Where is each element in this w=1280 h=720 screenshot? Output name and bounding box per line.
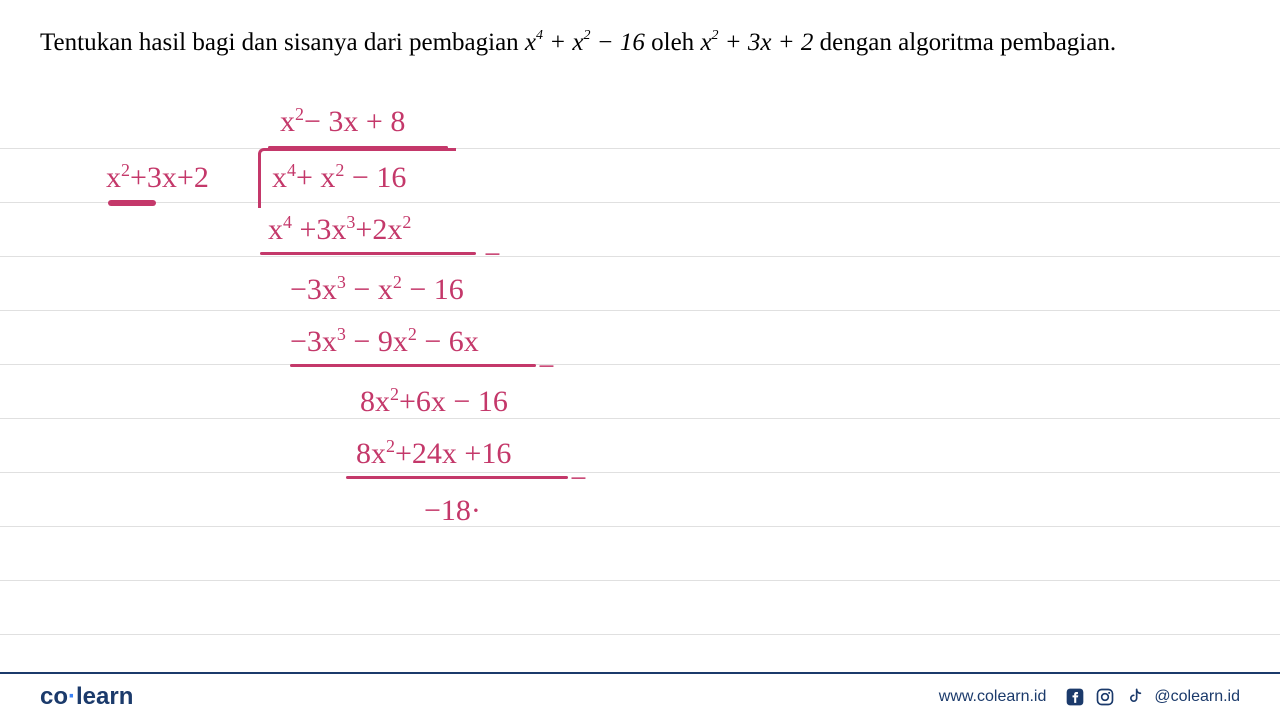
problem-p1: Tentukan hasil bagi dan sisanya dari pem… — [40, 29, 525, 56]
rule-line — [0, 364, 1280, 365]
rule-line — [0, 310, 1280, 311]
social-icons: @colearn.id — [1064, 686, 1240, 708]
handwriting-line4: −3x3 − 9x2 − 6x — [290, 324, 479, 359]
handwriting-quotient: x2− 3x + 8 — [280, 104, 405, 139]
handwriting-minus3: − — [570, 462, 587, 496]
problem-p2: oleh — [651, 29, 700, 56]
footer-right: www.colearn.id @colearn.id — [939, 686, 1240, 708]
logo-co: co — [40, 683, 68, 710]
facebook-icon — [1064, 686, 1086, 708]
rule-line — [0, 472, 1280, 473]
ruled-paper — [0, 130, 1280, 670]
underline-u_step2 — [290, 364, 536, 367]
instagram-icon — [1094, 686, 1116, 708]
handwriting-minus2: − — [538, 350, 555, 384]
logo: co·learn — [40, 683, 133, 711]
rule-line — [0, 418, 1280, 419]
problem-p3: dengan algoritma pembagian. — [820, 29, 1116, 56]
social-handle: @colearn.id — [1154, 688, 1240, 706]
underline-u_step1 — [260, 252, 476, 255]
rule-line — [0, 634, 1280, 635]
handwriting-remainder: −18· — [424, 494, 481, 528]
problem-text: Tentukan hasil bagi dan sisanya dari pem… — [40, 24, 1240, 63]
problem-divisor: x2 + 3x + 2 — [700, 29, 813, 56]
rule-line — [0, 526, 1280, 527]
rule-line — [0, 202, 1280, 203]
underline-u_quotient — [268, 146, 448, 149]
tiktok-icon — [1124, 686, 1146, 708]
rule-line — [0, 148, 1280, 149]
handwriting-dividend_hw: x4+ x2 − 16 — [272, 160, 406, 195]
logo-learn: learn — [76, 683, 133, 710]
scribble-s_divisor — [108, 200, 156, 206]
footer: co·learn www.colearn.id @colearn.id — [0, 672, 1280, 720]
logo-dot: · — [68, 683, 76, 710]
handwriting-line2: x4 +3x3+2x2 — [268, 212, 411, 247]
handwriting-line6: 8x2+24x +16 — [356, 436, 511, 471]
problem-dividend: x4 + x2 − 16 — [525, 29, 645, 56]
underline-u_step3 — [346, 476, 568, 479]
handwriting-line5: 8x2+6x − 16 — [360, 384, 508, 419]
rule-line — [0, 580, 1280, 581]
handwriting-minus1: − — [484, 238, 501, 272]
handwriting-line3: −3x3 − x2 − 16 — [290, 272, 464, 307]
footer-url: www.colearn.id — [939, 688, 1047, 706]
rule-line — [0, 256, 1280, 257]
handwriting-divisor_hw: x2+3x+2 — [106, 160, 209, 195]
